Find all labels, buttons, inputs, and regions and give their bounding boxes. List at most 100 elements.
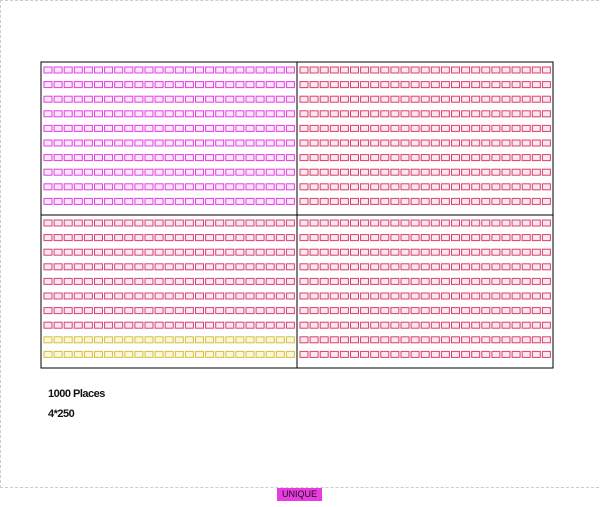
seat[interactable] (164, 139, 174, 147)
seat[interactable] (360, 154, 370, 162)
seat[interactable] (339, 154, 349, 162)
seat[interactable] (461, 95, 471, 103)
seat[interactable] (400, 95, 410, 103)
seat[interactable] (184, 154, 194, 162)
seat[interactable] (309, 124, 319, 132)
seat[interactable] (63, 219, 73, 227)
seat[interactable] (174, 263, 184, 271)
seat[interactable] (531, 350, 541, 358)
seat[interactable] (43, 139, 53, 147)
seat[interactable] (481, 124, 491, 132)
seat[interactable] (144, 248, 154, 256)
seat[interactable] (420, 110, 430, 118)
seat[interactable] (309, 234, 319, 242)
seat[interactable] (255, 277, 265, 285)
seat[interactable] (83, 110, 93, 118)
seat[interactable] (285, 277, 295, 285)
seat[interactable] (154, 321, 164, 329)
seat[interactable] (491, 168, 501, 176)
seat[interactable] (360, 168, 370, 176)
seat[interactable] (164, 336, 174, 344)
seat[interactable] (471, 154, 481, 162)
seat[interactable] (114, 95, 124, 103)
seat[interactable] (174, 139, 184, 147)
seat[interactable] (114, 307, 124, 315)
seat[interactable] (285, 154, 295, 162)
seat[interactable] (235, 66, 245, 74)
seat[interactable] (491, 234, 501, 242)
seat[interactable] (299, 183, 309, 191)
seat[interactable] (531, 234, 541, 242)
seat[interactable] (285, 110, 295, 118)
seat[interactable] (360, 248, 370, 256)
seat[interactable] (83, 95, 93, 103)
seat[interactable] (430, 183, 440, 191)
seat[interactable] (541, 110, 551, 118)
seat[interactable] (184, 336, 194, 344)
seat[interactable] (225, 124, 235, 132)
seat[interactable] (94, 248, 103, 256)
seat[interactable] (531, 219, 541, 227)
seat[interactable] (265, 234, 275, 242)
seat[interactable] (215, 168, 225, 176)
seat[interactable] (521, 350, 531, 358)
seat[interactable] (319, 219, 329, 227)
seat[interactable] (124, 66, 134, 74)
seat[interactable] (164, 248, 174, 256)
seat[interactable] (491, 321, 501, 329)
seat[interactable] (461, 66, 471, 74)
seat[interactable] (400, 350, 410, 358)
seat[interactable] (339, 95, 349, 103)
seat[interactable] (309, 183, 319, 191)
seat[interactable] (225, 110, 235, 118)
seat[interactable] (491, 110, 501, 118)
seat[interactable] (501, 183, 511, 191)
seat[interactable] (329, 263, 339, 271)
seat[interactable] (370, 139, 380, 147)
seat[interactable] (205, 263, 215, 271)
seat[interactable] (83, 197, 93, 205)
seat[interactable] (319, 336, 329, 344)
seat[interactable] (430, 277, 440, 285)
seat[interactable] (73, 321, 83, 329)
seat[interactable] (440, 110, 450, 118)
seat[interactable] (53, 95, 63, 103)
seat[interactable] (94, 81, 103, 89)
seat[interactable] (94, 277, 103, 285)
seat[interactable] (400, 248, 410, 256)
seat[interactable] (114, 277, 124, 285)
seat[interactable] (461, 277, 471, 285)
seat[interactable] (461, 234, 471, 242)
seat[interactable] (255, 110, 265, 118)
seat[interactable] (541, 350, 551, 358)
seat[interactable] (541, 81, 551, 89)
seat[interactable] (370, 197, 380, 205)
seat[interactable] (255, 234, 265, 242)
seat[interactable] (144, 168, 154, 176)
seat[interactable] (360, 336, 370, 344)
seat[interactable] (174, 219, 184, 227)
seat[interactable] (83, 336, 93, 344)
seat[interactable] (531, 95, 541, 103)
seat[interactable] (73, 248, 83, 256)
seat[interactable] (83, 234, 93, 242)
seat[interactable] (501, 95, 511, 103)
seat[interactable] (104, 197, 114, 205)
seat[interactable] (154, 219, 164, 227)
seat[interactable] (83, 307, 93, 315)
seat[interactable] (124, 248, 134, 256)
seat[interactable] (329, 234, 339, 242)
seat[interactable] (134, 197, 144, 205)
seat[interactable] (144, 336, 154, 344)
seat[interactable] (440, 307, 450, 315)
seat[interactable] (225, 336, 235, 344)
seat[interactable] (430, 81, 440, 89)
seat[interactable] (195, 81, 204, 89)
seat[interactable] (430, 321, 440, 329)
seat[interactable] (400, 263, 410, 271)
seat[interactable] (73, 277, 83, 285)
seat[interactable] (360, 110, 370, 118)
seat[interactable] (114, 263, 124, 271)
seat[interactable] (440, 197, 450, 205)
seat[interactable] (53, 248, 63, 256)
